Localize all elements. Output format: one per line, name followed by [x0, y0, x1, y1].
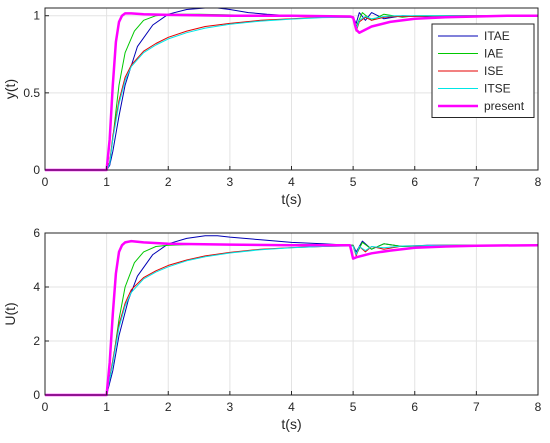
bottom-x-tick-label: 7: [473, 400, 480, 414]
top-x-tick-label: 2: [165, 175, 172, 189]
top-x-tick-label: 4: [288, 175, 295, 189]
top-x-tick-label: 0: [42, 175, 49, 189]
bottom-x-axis-label: t(s): [281, 416, 301, 432]
bottom-series-present-line: [45, 239, 539, 397]
top-x-tick-label: 6: [411, 175, 418, 189]
bottom-y-tick-label: 4: [33, 280, 40, 294]
top-y-axis-label: y(t): [2, 79, 18, 99]
legend-label-ise: ISE: [484, 64, 503, 78]
bottom-x-tick-label: 6: [411, 400, 418, 414]
top-y-tick-label: 1: [33, 9, 40, 23]
top-series-present-line: [45, 12, 538, 172]
legend-label-itse: ITSE: [484, 82, 511, 96]
top-y-tick-label: 0: [33, 163, 40, 177]
top-x-tick-label: 5: [350, 175, 357, 189]
legend-label-iae: IAE: [484, 47, 503, 61]
bottom-x-tick-label: 2: [165, 400, 172, 414]
bottom-y-axis-label: U(t): [2, 302, 18, 325]
bottom-x-tick-label: 1: [103, 400, 110, 414]
bottom-x-tick-label: 0: [42, 400, 49, 414]
bottom-plot: 0 1 2 3 4 5 6 7 8 0 2 4 6 t(s) U(t): [2, 226, 542, 432]
bottom-series-itse-line: [45, 244, 538, 396]
bottom-y-tick-label: 0: [33, 388, 40, 402]
bottom-series: [45, 235, 539, 397]
bottom-y-tick-label: 2: [33, 334, 40, 348]
top-x-tick-label: 8: [535, 175, 542, 189]
top-x-tick-label: 1: [103, 175, 110, 189]
top-x-tick-label: 3: [227, 175, 234, 189]
top-y-tick-label: 0.5: [23, 86, 40, 100]
legend-label-itae: ITAE: [484, 29, 510, 43]
top-series: [45, 7, 538, 172]
bottom-y-ticks: 0 2 4 6: [33, 226, 49, 402]
legend-label-present: present: [484, 99, 525, 113]
bottom-y-tick-label: 6: [33, 226, 40, 240]
top-x-axis-label: t(s): [281, 191, 301, 207]
bottom-x-tick-label: 4: [288, 400, 295, 414]
top-series-ise-line: [45, 15, 538, 171]
bottom-x-ticks: 0 1 2 3 4 5 6 7 8: [42, 391, 542, 414]
top-series-itae-line: [45, 7, 538, 171]
top-y-ticks: 00.51: [23, 9, 49, 177]
bottom-x-tick-label: 5: [350, 400, 357, 414]
bottom-x-tick-label: 3: [227, 400, 234, 414]
bottom-x-tick-label: 8: [535, 400, 542, 414]
legend: ITAE IAE ISE ITSE present: [431, 23, 535, 118]
top-x-tick-label: 7: [473, 175, 480, 189]
top-x-ticks: 0 1 2 3 4 5 6 7 8: [42, 166, 542, 189]
top-series-itse-line: [45, 15, 538, 171]
